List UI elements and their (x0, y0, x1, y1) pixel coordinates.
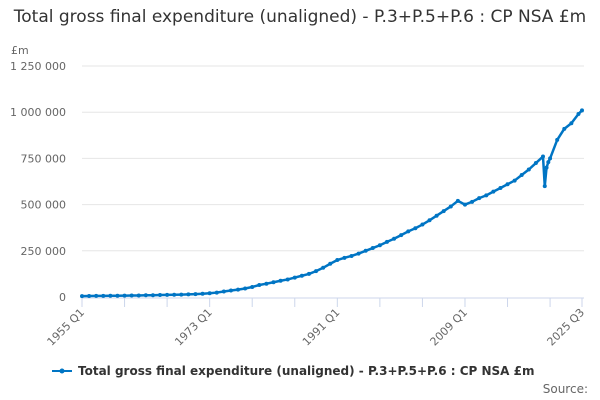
x-tick-label: 1955 Q1 (45, 306, 88, 349)
legend-line-marker-icon (52, 368, 72, 374)
data-point (179, 292, 184, 297)
data-point (158, 293, 163, 298)
y-tick-label: 750 000 (21, 152, 67, 165)
data-point (441, 209, 446, 214)
data-point (292, 275, 297, 280)
data-point (505, 182, 510, 187)
data-point (129, 293, 134, 298)
data-point (576, 112, 581, 117)
y-tick-label: 1 000 000 (10, 106, 66, 119)
data-point (580, 108, 584, 113)
chart-title: Total gross final expenditure (unaligned… (13, 7, 587, 27)
data-point (172, 292, 177, 297)
data-point (250, 285, 255, 290)
data-point (186, 292, 191, 297)
data-point (193, 292, 198, 297)
data-point (264, 281, 269, 286)
data-point (314, 269, 319, 274)
series-line (81, 109, 583, 298)
data-point (200, 291, 205, 296)
data-point (533, 161, 538, 166)
data-point (228, 288, 233, 293)
data-point (569, 121, 574, 126)
data-point (548, 156, 553, 161)
data-point (406, 229, 411, 234)
x-tick-label: 2009 Q1 (428, 306, 471, 349)
data-point (94, 293, 99, 298)
data-point (150, 293, 155, 298)
y-tick-label: 500 000 (21, 199, 67, 212)
data-point (80, 294, 84, 299)
data-point (544, 165, 549, 170)
data-point (214, 290, 219, 295)
data-point (306, 271, 311, 276)
data-point (546, 160, 551, 165)
data-point (207, 291, 212, 296)
data-point (271, 280, 276, 285)
x-tick-label: 1973 Q1 (172, 306, 215, 349)
data-point (470, 199, 475, 204)
data-point (519, 173, 524, 178)
data-point (555, 137, 560, 142)
y-tick-label: 250 000 (21, 245, 67, 258)
y-tick-label: 0 (59, 291, 66, 304)
data-point (413, 226, 418, 231)
data-point (498, 185, 503, 190)
data-point (299, 273, 304, 278)
data-point (434, 213, 439, 218)
data-point (356, 251, 361, 256)
data-point (115, 293, 120, 298)
y-axis-unit-label: £m (11, 44, 29, 57)
data-point (165, 292, 170, 297)
data-point (349, 253, 354, 258)
data-point (285, 277, 290, 282)
x-tick-label: 1991 Q1 (300, 306, 343, 349)
data-point (363, 248, 368, 253)
data-point (562, 126, 567, 131)
data-point (420, 222, 425, 227)
data-point (221, 289, 226, 294)
legend-label: Total gross final expenditure (unaligned… (78, 364, 535, 378)
data-point (257, 282, 262, 287)
legend-item[interactable]: Total gross final expenditure (unaligned… (52, 364, 535, 378)
x-tick-label: 2025 Q3 (545, 306, 588, 349)
data-point (455, 198, 460, 203)
data-point (342, 255, 347, 260)
data-point (540, 154, 545, 159)
data-point (377, 243, 382, 248)
data-point (108, 293, 113, 298)
data-point (384, 239, 389, 244)
data-point (321, 265, 326, 270)
data-point (542, 184, 547, 189)
data-point (278, 278, 283, 283)
source-label: Source: (542, 382, 588, 396)
data-point (370, 246, 375, 251)
data-point (243, 286, 248, 291)
data-point (484, 193, 489, 198)
data-point (427, 218, 432, 223)
y-tick-label: 1 250 000 (10, 60, 66, 73)
data-point (491, 189, 496, 194)
data-point (335, 258, 340, 263)
data-point (477, 196, 482, 201)
data-point (101, 293, 106, 298)
data-point (448, 204, 453, 209)
data-point (399, 233, 404, 238)
data-point (143, 293, 148, 298)
data-point (122, 293, 127, 298)
data-point (328, 261, 333, 266)
data-point (136, 293, 141, 298)
data-point (87, 293, 92, 298)
data-point (512, 178, 517, 183)
data-point (392, 236, 397, 241)
data-point (526, 167, 531, 172)
data-point (236, 287, 241, 292)
data-point (462, 202, 467, 207)
